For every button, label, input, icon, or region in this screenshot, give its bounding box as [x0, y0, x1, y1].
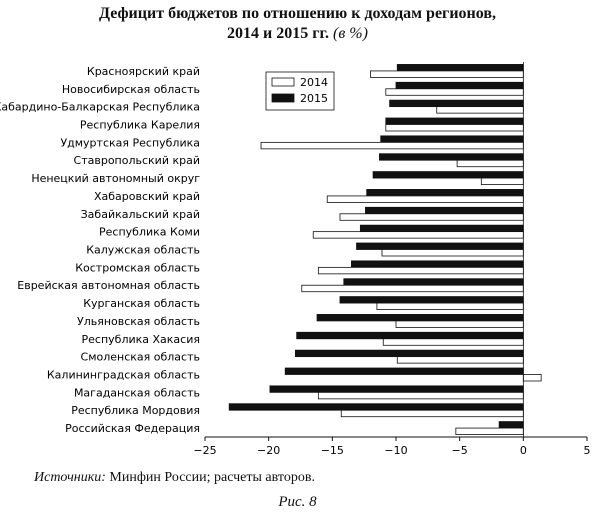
- bar-2015: [284, 367, 524, 375]
- category-label: Ненецкий автономный округ: [31, 172, 200, 185]
- source-text: Минфин России; расчеты авторов.: [109, 470, 315, 485]
- legend-swatch-2015: [271, 93, 295, 103]
- category-label: Республика Хакасия: [82, 333, 200, 346]
- bar-2014: [260, 141, 524, 150]
- bar-2015: [228, 403, 524, 411]
- bar-2015: [343, 278, 524, 286]
- bar-2014: [396, 356, 524, 364]
- bar-2015: [365, 206, 524, 215]
- legend-label-2014: 2014: [300, 76, 328, 89]
- x-axis: −25 −20 −15 −10 −5 0 5: [193, 62, 591, 457]
- title-line-2: 2014 и 2015 гг. (в %): [0, 24, 595, 44]
- chart-title: Дефицит бюджетов по отношению к доходам …: [0, 4, 595, 44]
- bar-2015: [380, 135, 524, 143]
- category-labels: Красноярский край Новосибирская область Ка…: [0, 65, 200, 435]
- bar-2014: [455, 427, 524, 435]
- bar-2015: [295, 349, 524, 358]
- category-label: Калининградская область: [47, 369, 200, 382]
- category-label: Республика Мордовия: [71, 404, 200, 417]
- bar-2015: [356, 242, 524, 250]
- bar-2015: [351, 260, 524, 268]
- x-tick-label: −15: [321, 444, 344, 457]
- category-label: Ставропольский край: [74, 154, 200, 167]
- category-label: Хабаровский край: [94, 190, 200, 203]
- bar-2014: [385, 124, 524, 132]
- category-label: Кабардино-Балкарская Республика: [0, 101, 200, 114]
- legend-label-2015: 2015: [300, 92, 328, 105]
- bar-2014: [436, 106, 524, 114]
- x-tick-label: −5: [452, 444, 468, 457]
- x-tick-label: −25: [193, 444, 216, 457]
- bar-2014: [370, 70, 524, 78]
- source-note: Источники: Минфин России; расчеты авторо…: [34, 470, 315, 486]
- category-label: Российская Федерация: [65, 422, 200, 435]
- category-label: Ульяновская область: [77, 315, 200, 328]
- bar-2015: [372, 171, 524, 179]
- x-tick-label: −10: [384, 444, 407, 457]
- legend-swatch-2014: [271, 77, 295, 87]
- category-label: Забайкальский край: [81, 208, 200, 221]
- x-tick-label: 5: [584, 444, 591, 457]
- source-label: Источники:: [34, 470, 106, 485]
- bar-2014: [339, 213, 524, 221]
- category-label: Республика Коми: [99, 226, 200, 239]
- bar-2015: [296, 331, 524, 340]
- bar-2014: [480, 177, 524, 185]
- category-label: Республика Карелия: [80, 119, 200, 132]
- bar-2014: [317, 266, 524, 275]
- bar-2014: [395, 320, 524, 328]
- bar-2015: [359, 224, 524, 233]
- bar-2015: [269, 385, 524, 393]
- title-line-1: Дефицит бюджетов по отношению к доходам …: [98, 5, 496, 22]
- bar-2014: [376, 302, 524, 310]
- bar-2015: [498, 421, 524, 429]
- category-label: Костромская область: [75, 261, 200, 274]
- bar-2014: [385, 88, 524, 96]
- category-label: Красноярский край: [87, 65, 200, 78]
- figure-caption: Рис. 8: [278, 494, 317, 510]
- category-label: Новосибирская область: [62, 83, 200, 96]
- title-years: 2014 и 2015 гг.: [227, 25, 329, 42]
- bar-2014: [381, 249, 524, 257]
- bar-2014: [522, 374, 542, 382]
- bar-2014: [312, 231, 524, 239]
- bar-2015: [339, 296, 524, 304]
- x-tick-label: −20: [257, 444, 280, 457]
- bar-2014: [340, 409, 524, 418]
- bar-2015: [395, 81, 524, 90]
- bar-2015: [385, 117, 524, 125]
- bar-2015: [366, 189, 524, 197]
- bar-2014: [317, 391, 524, 400]
- bars: [228, 64, 542, 435]
- legend: 2014 2015: [265, 71, 335, 111]
- category-label: Смоленская область: [81, 351, 200, 364]
- bar-2014: [326, 195, 524, 203]
- category-label: Еврейская автономная область: [17, 279, 200, 292]
- bar-2015: [379, 153, 524, 161]
- category-label: Удмуртская Республика: [60, 136, 200, 149]
- bar-chart: Красноярский край Новосибирская область Ка…: [0, 62, 591, 457]
- bar-2015: [396, 64, 524, 72]
- bar-2014: [301, 284, 524, 293]
- bar-2015: [316, 314, 524, 322]
- bar-2014: [382, 338, 524, 346]
- category-label: Калужская область: [86, 244, 200, 257]
- bar-2014: [456, 159, 524, 168]
- bar-2015: [389, 99, 524, 108]
- category-label: Курганская область: [83, 297, 200, 310]
- title-unit: (в %): [333, 25, 368, 42]
- category-label: Магаданская область: [74, 386, 200, 399]
- x-tick-label: 0: [520, 444, 527, 457]
